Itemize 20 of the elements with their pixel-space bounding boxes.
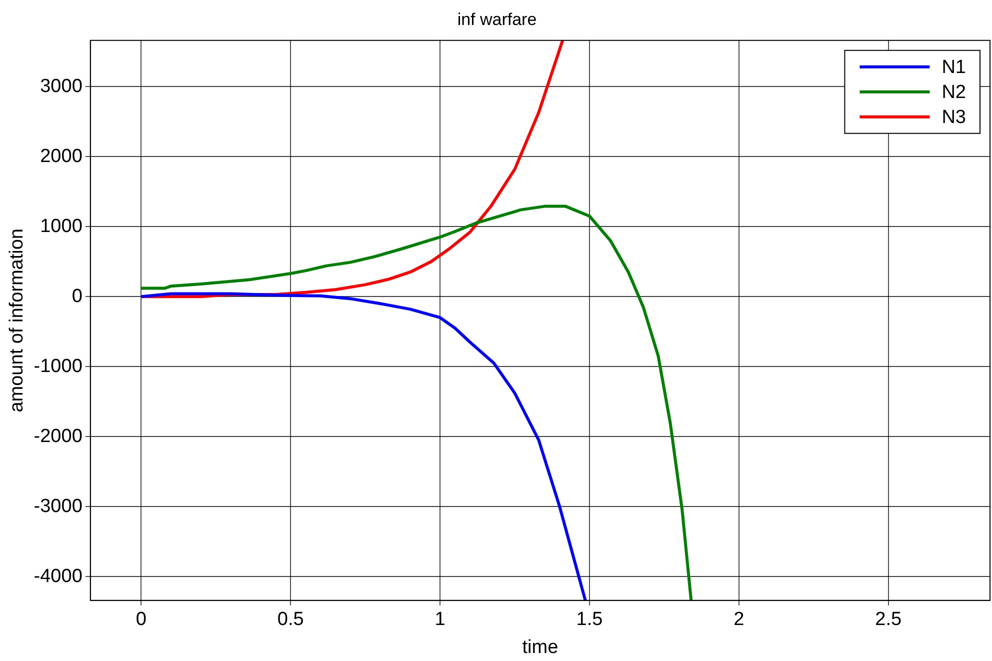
legend-label: N1	[942, 57, 966, 78]
x-tick-label: 0.5	[277, 609, 304, 630]
y-tick-label: 1000	[40, 216, 82, 237]
y-tick-label: -4000	[34, 566, 82, 587]
y-tick-label: -3000	[34, 496, 82, 517]
x-tick-label: 1.5	[576, 609, 603, 630]
y-axis-title: amount of information	[6, 228, 28, 412]
y-tick-label: 0	[72, 286, 82, 307]
x-tick-label: 1	[434, 609, 446, 630]
y-tick-label: -1000	[34, 356, 82, 377]
legend-label: N3	[942, 107, 966, 128]
x-axis-title: time	[522, 636, 558, 658]
legend-label: N2	[942, 82, 966, 104]
x-tick-label: 0	[136, 609, 146, 630]
chart-title: inf warfare	[457, 10, 537, 29]
y-tick-label: -2000	[34, 426, 82, 447]
x-tick-label: 2.5	[875, 609, 902, 630]
y-tick-label: 3000	[40, 76, 82, 97]
x-tick-label: 2	[734, 609, 744, 630]
y-tick-label: 2000	[40, 146, 82, 167]
